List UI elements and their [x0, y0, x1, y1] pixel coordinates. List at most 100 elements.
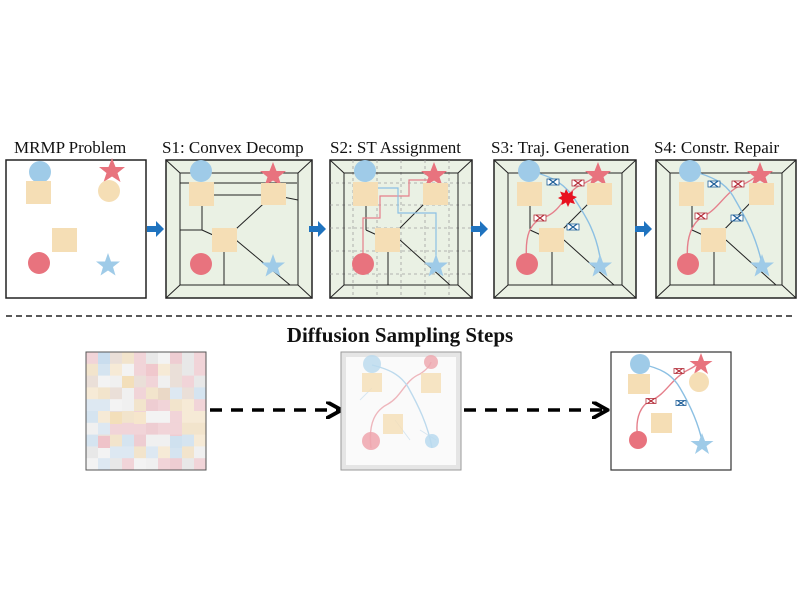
noise-cell	[158, 446, 170, 459]
noise-cell	[134, 363, 146, 377]
panel-title-s3: S3: Traj. Generation	[491, 138, 630, 157]
noise-cell	[194, 352, 206, 365]
noise-cell	[86, 446, 98, 459]
noise-cell	[110, 399, 122, 412]
noise-cell	[98, 422, 110, 436]
noise-cell	[98, 363, 110, 377]
blue-robot-start-icon	[190, 160, 212, 182]
blue-robot-start-icon	[679, 160, 701, 182]
noise-cell	[86, 375, 98, 388]
obstacle	[52, 228, 77, 252]
noise-cell	[98, 446, 110, 459]
obstacle	[749, 183, 774, 205]
noise-cell	[98, 387, 110, 400]
flow-arrow-icon	[147, 221, 164, 237]
partially-denoised-sample	[340, 351, 462, 471]
obstacle-round	[98, 180, 120, 202]
noise-cell	[182, 446, 194, 459]
noise-cell	[158, 422, 170, 436]
noise-cell	[146, 446, 158, 459]
red-constraint-marker-icon	[533, 214, 547, 222]
noise-cell	[134, 352, 146, 365]
noise-cell	[158, 388, 170, 400]
noise-cell	[194, 399, 206, 412]
noise-cell	[110, 458, 122, 471]
noise-cell	[86, 422, 98, 436]
diffusion-section-title: Diffusion Sampling Steps	[287, 323, 513, 347]
noise-cell	[158, 363, 170, 377]
noise-cell	[122, 446, 134, 459]
red-robot-start-icon	[516, 253, 538, 275]
noise-cell	[122, 399, 134, 412]
noise-cell	[98, 352, 110, 364]
red-robot-start-icon	[677, 253, 699, 275]
collision-burst-icon	[558, 189, 577, 207]
red-goal-star-icon	[689, 353, 713, 374]
red-constraint-marker-icon	[673, 368, 685, 374]
panel-s2-st-assignment	[329, 159, 473, 299]
obstacle	[701, 228, 726, 252]
noise-cell	[122, 434, 134, 447]
noise-cell	[146, 434, 158, 447]
red-robot-start-icon	[352, 253, 374, 275]
red-robot-start-icon	[362, 432, 380, 450]
noise-cell	[182, 387, 194, 400]
noise-cell	[134, 387, 146, 400]
obstacle	[189, 182, 214, 206]
blue-goal-star-icon	[425, 434, 439, 448]
red-robot-start-icon	[28, 252, 50, 274]
noise-cell	[170, 411, 182, 424]
red-constraint-marker-icon	[731, 180, 745, 188]
noise-cell	[110, 352, 122, 365]
blue-goal-star-icon	[424, 254, 448, 277]
noise-cell	[122, 422, 134, 436]
noise-cell	[134, 375, 146, 388]
noise-cell	[86, 387, 98, 400]
red-goal-star-icon	[260, 162, 286, 186]
noise-cell	[146, 352, 158, 365]
noise-cell	[86, 411, 98, 424]
noise-cell	[98, 375, 110, 388]
noise-cell	[122, 411, 134, 424]
noise-cell	[170, 387, 182, 400]
noise-cell	[194, 375, 206, 388]
noise-cell	[146, 458, 158, 471]
noise-cell	[170, 399, 182, 412]
noise-cell	[194, 446, 206, 459]
noise-cell	[194, 411, 206, 424]
noise-cell	[122, 352, 134, 365]
red-goal-star-icon	[421, 162, 447, 186]
panel-title-s2: S2: ST Assignment	[330, 138, 461, 157]
noise-cell	[182, 363, 194, 377]
noise-cell	[86, 399, 98, 412]
noise-cell	[122, 458, 134, 471]
noise-cell	[194, 363, 206, 377]
red-path-assignment	[362, 179, 434, 264]
red-constraint-marker-icon	[645, 398, 657, 404]
obstacle	[421, 373, 441, 393]
noise-cell	[158, 399, 170, 412]
noise-cell	[98, 411, 110, 424]
noise-cell	[98, 458, 110, 471]
blue-robot-start-icon	[518, 160, 540, 182]
noise-cell	[134, 458, 146, 471]
panel-mrmp-problem	[5, 158, 147, 299]
blue-robot-start-icon	[630, 354, 650, 374]
obstacle	[261, 183, 286, 205]
noise-cell	[110, 446, 122, 459]
noise-cell	[170, 446, 182, 459]
red-robot-start-icon	[190, 253, 212, 275]
noise-cell	[98, 436, 110, 448]
noise-cell	[110, 363, 122, 377]
blue-constraint-marker-icon	[707, 180, 721, 188]
noisy-sample	[85, 351, 207, 471]
panel-s3-traj-generation	[493, 159, 637, 299]
blue-goal-star-icon	[261, 254, 285, 277]
noise-cell	[86, 434, 98, 447]
blue-robot-start-icon	[354, 160, 376, 182]
panel-title-s4: S4: Constr. Repair	[654, 138, 779, 157]
noise-cell	[146, 375, 158, 388]
blue-trajectory-repaired	[691, 170, 763, 265]
obstacle	[212, 228, 237, 252]
panel-s1-convex-decomp	[165, 159, 313, 299]
